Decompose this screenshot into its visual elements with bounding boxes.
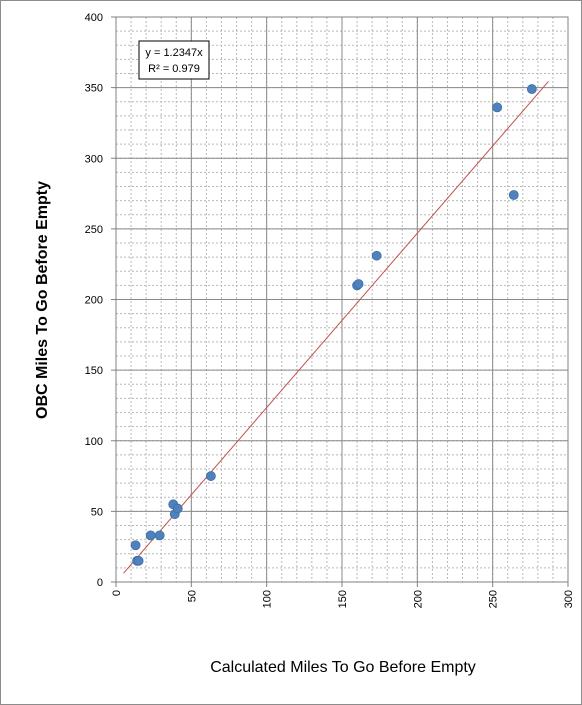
- x-axis-title: Calculated Miles To Go Before Empty: [210, 659, 476, 676]
- x-axis-ticks: 0 50 100 150 200 250 300: [111, 582, 575, 608]
- equation-box: y = 1.2347x R² = 0.979: [138, 40, 210, 80]
- data-point: [492, 102, 503, 113]
- y-tick-label: 350: [85, 83, 103, 95]
- x-tick-label: 100: [262, 590, 274, 608]
- y-tick-label: 300: [85, 153, 103, 165]
- data-point: [371, 250, 382, 261]
- data-point: [145, 530, 156, 541]
- data-point: [172, 503, 183, 514]
- x-tick-label: 150: [337, 590, 349, 608]
- y-tick-label: 100: [85, 436, 103, 448]
- trendline: [123, 81, 549, 574]
- data-point: [206, 471, 216, 481]
- y-tick-label: 200: [85, 295, 103, 307]
- y-tick-label: 50: [91, 506, 103, 518]
- x-tick-label: 300: [563, 590, 575, 608]
- trendline-equation: y = 1.2347x: [145, 47, 203, 59]
- data-point: [508, 190, 519, 200]
- trendline-r2: R² = 0.979: [148, 63, 200, 75]
- data-point: [154, 530, 165, 541]
- data-point: [130, 540, 141, 551]
- x-tick-label: 50: [186, 590, 198, 602]
- y-tick-label: 250: [85, 224, 103, 236]
- y-axis-ticks: 0 50 100 150 200 250 300 350 400: [85, 12, 116, 589]
- data-point: [526, 84, 537, 94]
- y-tick-label: 400: [85, 12, 103, 24]
- data-point: [133, 555, 144, 566]
- x-tick-label: 200: [412, 590, 424, 608]
- y-axis-title: OBC Miles To Go Before Empty: [34, 181, 51, 419]
- data-point: [353, 279, 364, 289]
- x-tick-label: 0: [111, 590, 123, 596]
- y-tick-label: 150: [85, 365, 103, 377]
- y-tick-label: 0: [97, 577, 103, 589]
- x-tick-label: 250: [488, 590, 500, 608]
- data-points: [130, 84, 537, 566]
